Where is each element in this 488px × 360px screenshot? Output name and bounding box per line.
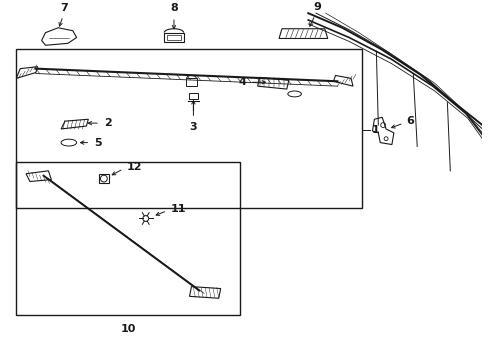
Bar	[16, 49, 361, 208]
Text: 10: 10	[120, 324, 136, 334]
Text: 1: 1	[371, 125, 379, 135]
Bar	[185, 78, 197, 86]
Bar	[16, 162, 240, 315]
Text: 9: 9	[312, 2, 320, 12]
Text: 12: 12	[126, 162, 142, 172]
Text: 8: 8	[170, 3, 178, 13]
Text: 11: 11	[171, 204, 186, 214]
Text: 7: 7	[60, 3, 68, 13]
Bar	[167, 35, 181, 40]
Text: 3: 3	[189, 122, 197, 132]
Text: 5: 5	[94, 138, 102, 148]
Text: 2: 2	[103, 118, 111, 128]
Text: 6: 6	[406, 116, 413, 126]
Text: 4: 4	[238, 77, 245, 87]
Bar	[164, 33, 183, 42]
